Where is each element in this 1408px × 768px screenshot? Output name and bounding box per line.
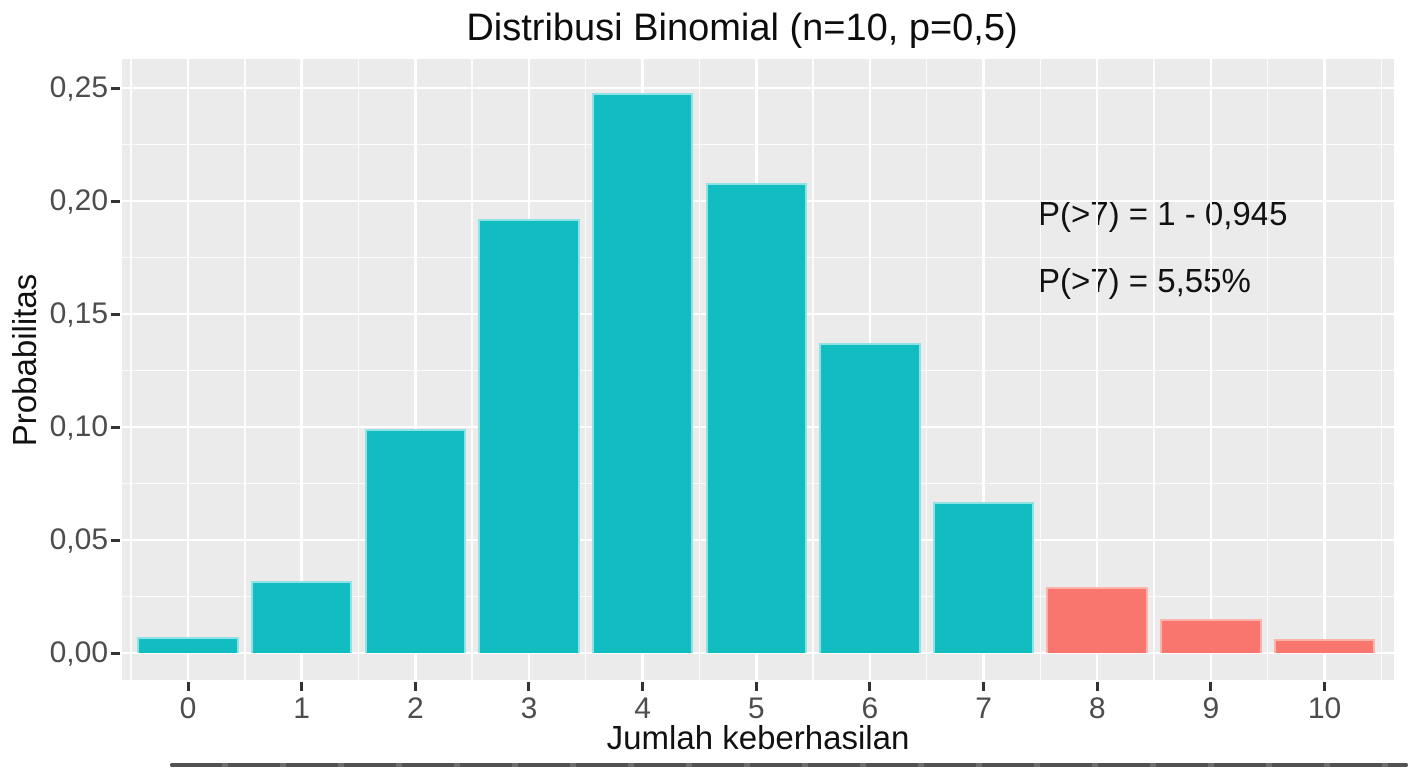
x-tick-label: 1 [293,692,310,725]
minor-gridline-v [812,59,814,680]
x-tick-mark [1323,682,1326,691]
bar-x0 [137,637,239,653]
bar-x6 [819,343,921,653]
minor-gridline-v [357,59,360,680]
bar-x9 [1160,619,1262,653]
minor-gridline-v [1039,59,1042,680]
bar-x3 [478,219,580,653]
x-tick-mark [1209,682,1213,691]
minor-gridline-v [1266,59,1269,680]
minor-gridline-v [698,59,701,680]
minor-gridline-v [1380,59,1383,680]
x-tick-mark [300,682,304,691]
minor-gridline-v [585,59,587,680]
minor-gridline-v [130,59,132,680]
y-tick-mark [111,312,120,316]
x-tick-label: 10 [1307,692,1342,725]
y-tick-mark [111,651,120,655]
y-tick-label: 0,00 [49,636,108,669]
x-tick-label: 4 [634,692,651,725]
major-gridline-v [414,59,417,680]
bar-x10 [1273,639,1376,653]
x-tick-mark [527,682,531,691]
y-tick-label: 0,15 [49,297,108,330]
scan-artifact-line [170,763,1408,767]
x-tick-mark [982,682,986,691]
major-gridline-v [982,59,985,680]
x-axis-title: Jumlah keberhasilan [606,719,910,756]
bar-x2 [364,429,467,653]
major-gridline-h [122,86,1394,90]
x-tick-mark [868,682,872,691]
minor-gridline-v [1153,59,1155,680]
x-tick-label: 5 [747,692,765,725]
y-tick-label: 0,20 [49,184,108,217]
major-gridline-h [122,651,1394,655]
major-gridline-v [300,59,303,680]
x-tick-mark [641,682,645,691]
minor-gridline-v [926,59,928,680]
y-tick-mark [111,86,120,90]
x-tick-label: 7 [975,692,992,725]
bar-x8 [1046,587,1148,653]
bar-x4 [591,92,694,653]
minor-gridline-v [244,59,246,680]
x-tick-label: 0 [179,692,197,725]
minor-gridline-h [122,143,1394,146]
y-tick-label: 0,10 [49,410,108,443]
bar-x5 [705,182,807,653]
annotation-result: P(>7) = 5,55% [1038,262,1251,299]
x-tick-label: 9 [1202,692,1220,725]
major-gridline-v [186,59,190,680]
y-tick-label: 0,25 [49,71,108,104]
bar-x1 [250,580,353,653]
x-tick-mark [1095,682,1099,691]
x-tick-label: 8 [1088,692,1106,725]
chart-title: Distribusi Binomial (n=10, p=0,5) [466,7,1018,49]
y-tick-mark [111,425,120,429]
minor-gridline-v [471,59,473,680]
x-tick-mark [413,682,417,691]
x-tick-label: 3 [520,692,538,725]
x-tick-label: 2 [406,692,424,725]
x-tick-mark [754,682,758,691]
x-tick-mark [186,682,190,691]
y-tick-mark [111,538,120,542]
major-gridline-v [1095,59,1099,680]
y-tick-label: 0,05 [49,523,108,556]
major-gridline-v [1209,59,1213,680]
major-gridline-v [1323,59,1326,680]
x-tick-label: 6 [861,692,879,725]
bar-x7 [932,501,1035,653]
y-tick-mark [111,199,120,203]
